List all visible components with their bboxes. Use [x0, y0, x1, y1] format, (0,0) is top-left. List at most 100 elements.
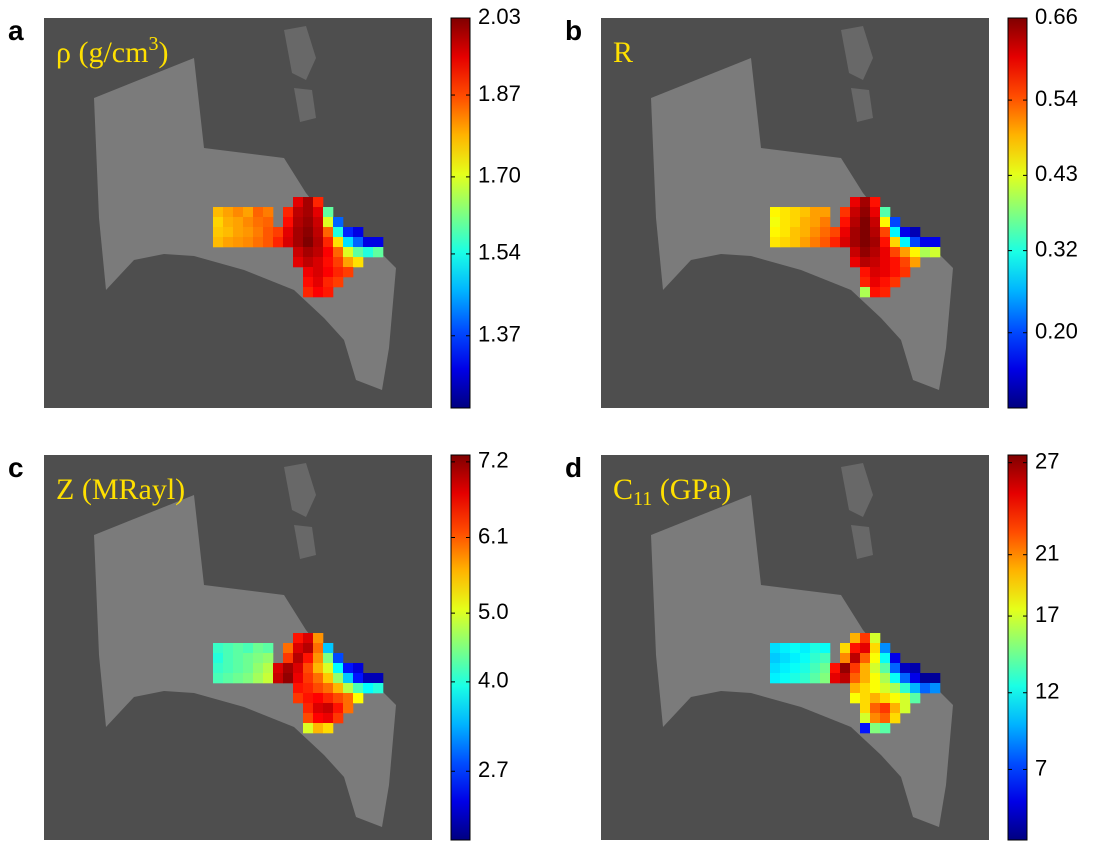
heatmap-cell [293, 257, 303, 267]
heatmap-cell [313, 227, 323, 237]
heatmap-cell [353, 227, 363, 237]
heatmap-cell [930, 237, 940, 247]
title-text: Z (MRayl) [56, 473, 185, 506]
heatmap-cell [253, 673, 263, 683]
heatmap-cell [303, 693, 313, 703]
heatmap-cell [223, 207, 233, 217]
heatmap-cell [213, 673, 223, 683]
heatmap-cell [283, 673, 293, 683]
heatmap-cell [880, 277, 890, 287]
heatmap-cell [890, 267, 900, 277]
heatmap-cell [900, 227, 910, 237]
heatmap-cell [930, 673, 940, 683]
heatmap-cell [860, 683, 870, 693]
heatmap-cell [353, 663, 363, 673]
heatmap-cell [323, 663, 333, 673]
heatmap-cell [800, 237, 810, 247]
panel-label: d [565, 452, 582, 483]
heatmap-cell [880, 237, 890, 247]
heatmap-cell [303, 247, 313, 257]
heatmap-cell [333, 663, 343, 673]
heatmap-cell [810, 673, 820, 683]
heatmap-cell [790, 207, 800, 217]
heatmap-cell [263, 653, 273, 663]
heatmap-cell [293, 197, 303, 207]
title-text: R [613, 36, 633, 69]
heatmap-cell [253, 217, 263, 227]
heatmap-cell [860, 693, 870, 703]
heatmap-cell [840, 643, 850, 653]
heatmap-cell [850, 237, 860, 247]
heatmap-cell [303, 643, 313, 653]
heatmap-cell [860, 217, 870, 227]
heatmap-cell [253, 227, 263, 237]
heatmap-cell [363, 683, 373, 693]
heatmap-cell [343, 267, 353, 277]
heatmap-cell [323, 713, 333, 723]
colorbar-tick-label: 1.37 [478, 322, 521, 347]
heatmap-cell [870, 287, 880, 297]
heatmap-cell [890, 247, 900, 257]
heatmap-cell [840, 663, 850, 673]
panel-label: b [565, 15, 582, 46]
heatmap-cell [840, 217, 850, 227]
heatmap-cell [323, 247, 333, 257]
panel: bR0.660.540.430.320.20 [565, 4, 1078, 408]
heatmap-cell [880, 703, 890, 713]
heatmap-cell [313, 723, 323, 733]
heatmap-cell [223, 673, 233, 683]
heatmap-cell [333, 217, 343, 227]
heatmap-cell [263, 237, 273, 247]
heatmap-cell [223, 643, 233, 653]
heatmap-cell [860, 197, 870, 207]
colorbar-tick-label: 0.66 [1035, 4, 1078, 29]
heatmap-cell [870, 703, 880, 713]
heatmap-cell [900, 683, 910, 693]
heatmap-cell [810, 227, 820, 237]
title-subscript: 11 [633, 488, 652, 510]
heatmap-cell [780, 673, 790, 683]
heatmap-cell [323, 703, 333, 713]
heatmap-cell [800, 227, 810, 237]
heatmap-cell [860, 207, 870, 217]
heatmap-cell [900, 237, 910, 247]
heatmap-cell [353, 237, 363, 247]
heatmap-cell [780, 207, 790, 217]
heatmap-cell [860, 673, 870, 683]
heatmap-cell [363, 237, 373, 247]
heatmap-cell [880, 723, 890, 733]
heatmap-cell [283, 643, 293, 653]
heatmap-cell [283, 207, 293, 217]
heatmap-cell [870, 217, 880, 227]
heatmap-cell [810, 237, 820, 247]
heatmap-cell [850, 653, 860, 663]
heatmap-cell [333, 247, 343, 257]
heatmap-cell [870, 267, 880, 277]
heatmap-cell [870, 663, 880, 673]
heatmap-cell [303, 713, 313, 723]
heatmap-cell [870, 673, 880, 683]
heatmap-cell [263, 663, 273, 673]
heatmap-cell [870, 207, 880, 217]
heatmap-cell [900, 703, 910, 713]
colorbar-tick-label: 0.20 [1035, 319, 1078, 344]
heatmap-cell [313, 287, 323, 297]
heatmap-cell [810, 207, 820, 217]
colorbar [1008, 18, 1027, 408]
heatmap-cell [343, 247, 353, 257]
heatmap-cell [353, 673, 363, 683]
heatmap-cell [850, 643, 860, 653]
heatmap-cell [323, 227, 333, 237]
heatmap-cell [303, 673, 313, 683]
heatmap-cell [900, 693, 910, 703]
heatmap-cell [870, 693, 880, 703]
colorbar-tick-label: 2.03 [478, 4, 521, 29]
heatmap-cell [313, 663, 323, 673]
heatmap-cell [800, 673, 810, 683]
heatmap-cell [840, 207, 850, 217]
heatmap-cell [830, 237, 840, 247]
heatmap-cell [780, 663, 790, 673]
heatmap-cell [293, 207, 303, 217]
heatmap-cell [850, 633, 860, 643]
heatmap-cell [373, 673, 383, 683]
